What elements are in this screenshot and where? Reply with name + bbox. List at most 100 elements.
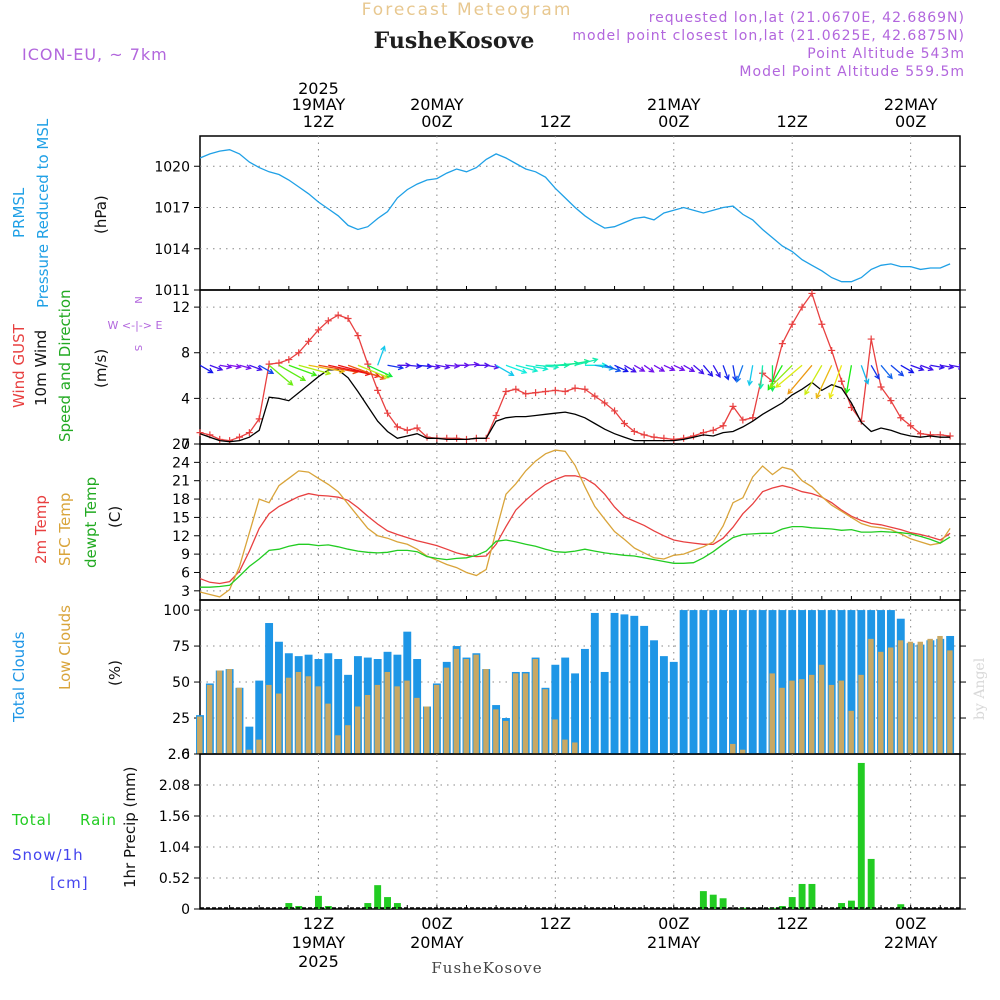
gust-point <box>611 407 619 415</box>
low-cloud-bar <box>463 659 469 754</box>
y-tick-label: 6 <box>181 565 190 581</box>
gust-point <box>709 426 717 434</box>
low-cloud-bar <box>404 680 410 754</box>
prmsl-line <box>200 149 951 283</box>
gust-point <box>522 390 530 398</box>
dewpt-label: dewpt Temp <box>82 477 100 568</box>
gust-point <box>295 349 303 357</box>
wind-direction-arrow <box>278 364 307 381</box>
gust-point <box>235 433 243 441</box>
gust-point <box>926 431 934 439</box>
speed-direction-label: Speed and Direction <box>56 289 74 442</box>
clouds-labels: Total Clouds Low Clouds (%) <box>10 605 124 723</box>
low-cloud-bar <box>345 725 351 754</box>
wind-direction-arrow <box>722 365 730 381</box>
total-cloud-bar <box>729 610 737 754</box>
low-cloud-bar <box>374 684 381 754</box>
bottom-time-axis: 12Z 00Z 12Z 00Z 12Z 00Z 19MAY 20MAY 21MAY 22MAY 20… <box>292 914 938 971</box>
y-tick-label: 27 <box>172 437 190 453</box>
y-tick-label: 24 <box>172 455 190 471</box>
wind-direction-arrow <box>249 364 263 372</box>
gust-point <box>601 399 609 407</box>
y-tick-label: 50 <box>172 675 190 691</box>
wind-direction-arrow <box>880 364 893 380</box>
low-cloud-bar <box>295 671 302 754</box>
low-cloud-bar <box>887 647 894 754</box>
low-cloud-bar <box>473 654 479 754</box>
low-cloud-bar <box>335 735 341 754</box>
compass-s: S <box>132 345 143 351</box>
gust-point <box>265 360 273 368</box>
y-tick-label: 21 <box>172 474 190 490</box>
gust-point <box>324 317 332 325</box>
wind-direction-arrow <box>870 364 880 380</box>
total-cloud-bar <box>344 674 352 754</box>
wind-direction-arrow <box>910 364 925 372</box>
low-cloud-bar <box>947 650 953 754</box>
total-cloud-bar <box>640 625 649 754</box>
bottom-date-label: 20MAY <box>410 933 464 952</box>
top-year-label: 2025 <box>298 79 339 98</box>
bottom-hour-label: 12Z <box>540 914 571 933</box>
wind-direction-arrow <box>466 361 480 368</box>
total-cloud-bar <box>245 726 254 754</box>
low-cloud-bar <box>266 684 272 754</box>
low-cloud-bar <box>285 677 292 754</box>
gust-point <box>453 434 461 442</box>
dewpt-temp-line <box>200 525 951 588</box>
low-cloud-bar <box>818 664 825 754</box>
y-tick-label: 1.56 <box>159 809 190 825</box>
bottom-year-label: 2025 <box>298 952 339 971</box>
wind-direction-arrow <box>673 364 686 372</box>
low-cloud-bar <box>769 673 775 754</box>
wind-direction-arrow <box>357 364 390 379</box>
wind-direction-arrow <box>298 364 332 376</box>
total-cloud-bar <box>353 656 362 754</box>
wind-frame <box>199 289 961 445</box>
gust-point <box>255 415 263 423</box>
total-cloud-bar <box>758 610 767 754</box>
y-tick-label: 75 <box>172 639 190 655</box>
wind-direction-arrow <box>757 365 764 390</box>
bottom-hour-label: 12Z <box>303 914 334 933</box>
rain-bar <box>897 904 905 909</box>
gust-point <box>541 388 549 396</box>
total-cloud-bar <box>689 610 698 754</box>
sfc-temp-line <box>200 449 951 598</box>
gust-point <box>334 311 342 319</box>
wind-direction-arrow <box>804 364 823 396</box>
rain-bar <box>285 903 293 909</box>
footer-station: FusheKosove <box>431 959 542 977</box>
rain-bar <box>719 898 727 909</box>
low-cloud-bar <box>315 686 321 754</box>
gust-point <box>403 426 411 434</box>
wind-direction-arrow <box>747 365 754 387</box>
gust-point <box>305 337 313 345</box>
gust-point <box>946 432 954 440</box>
wind-direction-arrow <box>653 364 666 372</box>
total-cloud-bar <box>580 648 589 754</box>
gust-point <box>384 409 392 417</box>
low-cloud-bar <box>828 684 835 754</box>
low-cloud-bar <box>453 648 460 754</box>
gust-point <box>561 388 569 396</box>
wind-direction-arrow <box>446 363 461 369</box>
rain-bar <box>867 858 875 909</box>
gust-point <box>739 416 747 424</box>
wind-direction-arrow <box>377 345 386 366</box>
snow-label: Snow/1h <box>12 846 84 864</box>
y-tick-label: 100 <box>163 603 190 619</box>
wind-direction-arrow <box>574 357 599 366</box>
top-hour-label: 12Z <box>540 112 571 131</box>
low-cloud-bar <box>522 673 529 754</box>
rain-bar <box>847 900 855 909</box>
wind-direction-arrow <box>486 363 500 370</box>
wind-direction-arrow <box>525 364 549 372</box>
gust-point <box>285 356 293 364</box>
10m-wind-line <box>200 369 951 443</box>
gust-point <box>877 383 885 391</box>
total-cloud-bar <box>679 610 688 754</box>
low-cloud-bar <box>868 638 874 754</box>
gust-point <box>492 411 500 419</box>
bottom-hour-label: 00Z <box>658 914 689 933</box>
